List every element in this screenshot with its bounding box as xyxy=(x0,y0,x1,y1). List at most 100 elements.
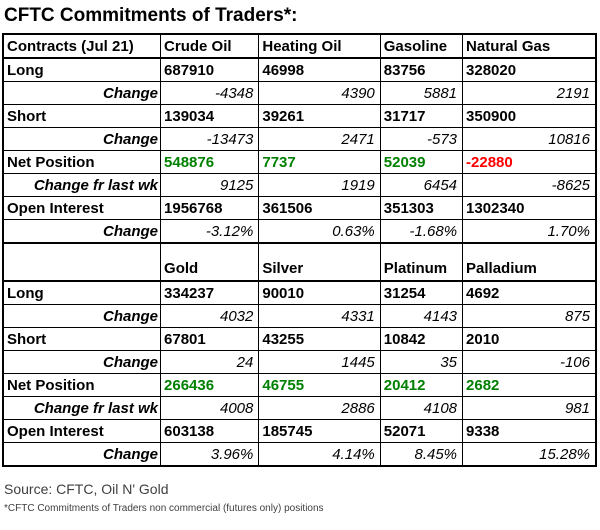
column-header: Crude Oil xyxy=(160,33,260,59)
table-row: Long 687910 46998 83756 328020 xyxy=(2,57,597,82)
table-row: Long 334237 90010 31254 4692 xyxy=(2,280,597,305)
cot-table-body: Contracts (Jul 21) Crude Oil Heating Oil Ga… xyxy=(2,33,597,467)
cell-value: 4.14% xyxy=(258,442,381,467)
row-label: Net Position xyxy=(2,373,162,397)
cell-value: 4032 xyxy=(160,304,260,328)
cell-value: 90010 xyxy=(258,280,381,305)
row-label: Long xyxy=(2,57,162,82)
cell-value: 6454 xyxy=(379,173,464,197)
table-row: Change -13473 2471 -573 10816 xyxy=(2,127,597,151)
cell-value: 1445 xyxy=(258,350,381,374)
source-text: Source: CFTC, Oil N' Gold xyxy=(4,481,169,497)
row-label: Change xyxy=(2,442,162,467)
cell-value: 361506 xyxy=(258,196,381,220)
cell-value: 52071 xyxy=(379,419,464,443)
table-row: Change fr last wk 4008 2886 4108 981 xyxy=(2,396,597,420)
cell-value: 24 xyxy=(160,350,260,374)
cell-value: 185745 xyxy=(258,419,381,443)
cell-value: 9338 xyxy=(462,419,597,443)
column-header: Gold xyxy=(160,242,260,282)
cot-table: Contracts (Jul 21) Crude Oil Heating Oil Ga… xyxy=(2,33,597,467)
table-row: Change 3.96% 4.14% 8.45% 15.28% xyxy=(2,442,597,467)
table-row: Change 4032 4331 4143 875 xyxy=(2,304,597,328)
contracts-header: Contracts (Jul 21) xyxy=(2,33,162,59)
cell-value: 2010 xyxy=(462,327,597,351)
cell-value: 8.45% xyxy=(379,442,464,467)
cell-value: 52039 xyxy=(379,150,464,174)
cell-value: 4692 xyxy=(462,280,597,305)
column-header: Silver xyxy=(258,242,381,282)
cell-value: 7737 xyxy=(258,150,381,174)
page-title: CFTC Commitments of Traders*: xyxy=(4,5,298,26)
cell-value: 875 xyxy=(462,304,597,328)
cell-value: 46755 xyxy=(258,373,381,397)
contracts-header xyxy=(2,242,162,282)
row-label: Change fr last wk xyxy=(2,173,162,197)
column-header: Gasoline xyxy=(379,33,464,59)
row-label: Net Position xyxy=(2,150,162,174)
cell-value: 603138 xyxy=(160,419,260,443)
cell-value: 139034 xyxy=(160,104,260,128)
table-row: Change fr last wk 9125 1919 6454 -8625 xyxy=(2,173,597,197)
cell-value: 4108 xyxy=(379,396,464,420)
cell-value: 2191 xyxy=(462,81,597,105)
row-label: Change fr last wk xyxy=(2,396,162,420)
row-label: Open Interest xyxy=(2,196,162,220)
cell-value: 2471 xyxy=(258,127,381,151)
row-label: Change xyxy=(2,127,162,151)
row-label: Long xyxy=(2,280,162,305)
cell-value: -3.12% xyxy=(160,219,260,244)
table-row: Net Position 548876 7737 52039 -22880 xyxy=(2,150,597,174)
cell-value: 10816 xyxy=(462,127,597,151)
cell-value: -573 xyxy=(379,127,464,151)
cell-value: 10842 xyxy=(379,327,464,351)
column-header: Heating Oil xyxy=(258,33,381,59)
row-label: Open Interest xyxy=(2,419,162,443)
cell-value: 1956768 xyxy=(160,196,260,220)
cell-value: 3.96% xyxy=(160,442,260,467)
table-row: Short 139034 39261 31717 350900 xyxy=(2,104,597,128)
header-row: Contracts (Jul 21) Crude Oil Heating Oil Ga… xyxy=(2,33,597,59)
cell-value: 4008 xyxy=(160,396,260,420)
table-row: Change -4348 4390 5881 2191 xyxy=(2,81,597,105)
cell-value: 1919 xyxy=(258,173,381,197)
cell-value: 981 xyxy=(462,396,597,420)
cell-value: 350900 xyxy=(462,104,597,128)
cell-value: 31717 xyxy=(379,104,464,128)
cell-value: 39261 xyxy=(258,104,381,128)
row-label: Change xyxy=(2,81,162,105)
cell-value: 2886 xyxy=(258,396,381,420)
cell-value: 4143 xyxy=(379,304,464,328)
cell-value: 15.28% xyxy=(462,442,597,467)
cell-value: 4390 xyxy=(258,81,381,105)
cell-value: 1.70% xyxy=(462,219,597,244)
cell-value: 9125 xyxy=(160,173,260,197)
header-row: Gold Silver Platinum Palladium xyxy=(2,242,597,282)
column-header: Platinum xyxy=(379,242,464,282)
cell-value: 334237 xyxy=(160,280,260,305)
table-row: Change -3.12% 0.63% -1.68% 1.70% xyxy=(2,219,597,244)
cell-value: 46998 xyxy=(258,57,381,82)
table-row: Net Position 266436 46755 20412 2682 xyxy=(2,373,597,397)
cell-value: 4331 xyxy=(258,304,381,328)
cell-value: 687910 xyxy=(160,57,260,82)
cell-value: 1302340 xyxy=(462,196,597,220)
cell-value: -106 xyxy=(462,350,597,374)
column-header: Palladium xyxy=(462,242,597,282)
table-row: Short 67801 43255 10842 2010 xyxy=(2,327,597,351)
row-label: Short xyxy=(2,104,162,128)
row-label: Change xyxy=(2,304,162,328)
cell-value: 266436 xyxy=(160,373,260,397)
cell-value: -22880 xyxy=(462,150,597,174)
column-header: Natural Gas xyxy=(462,33,597,59)
table-row: Open Interest 1956768 361506 351303 1302340 xyxy=(2,196,597,220)
row-label: Short xyxy=(2,327,162,351)
cell-value: -1.68% xyxy=(379,219,464,244)
row-label: Change xyxy=(2,219,162,244)
cell-value: 2682 xyxy=(462,373,597,397)
cell-value: 31254 xyxy=(379,280,464,305)
row-label: Change xyxy=(2,350,162,374)
table-row: Change 24 1445 35 -106 xyxy=(2,350,597,374)
cell-value: 351303 xyxy=(379,196,464,220)
cell-value: 20412 xyxy=(379,373,464,397)
